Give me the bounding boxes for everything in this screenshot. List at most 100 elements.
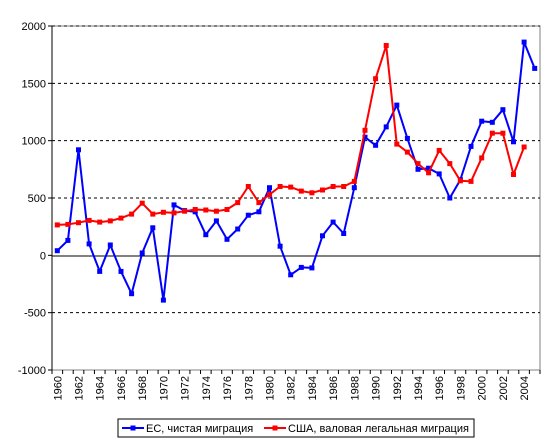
legend: ЕС, чистая миграция США, валовая легальн… — [117, 418, 475, 438]
x-tick-labels: 1960 1962 1964 1966 1968 1970 1972 1974 1976 1978… — [51, 370, 541, 400]
data-point — [235, 200, 241, 206]
data-point — [500, 107, 506, 113]
legend-label-eu: ЕС, чистая миграция — [146, 423, 253, 435]
data-point — [86, 241, 92, 247]
data-point — [160, 297, 166, 303]
y-tick-label: 2000 — [22, 21, 46, 33]
data-point — [436, 147, 442, 153]
x-tick-label: 1992 — [392, 376, 404, 400]
data-point — [320, 187, 325, 193]
data-point — [394, 102, 400, 108]
data-point — [288, 184, 294, 190]
data-point — [267, 185, 272, 191]
data-point — [394, 141, 400, 147]
data-point — [404, 135, 410, 141]
x-tick-label: 1978 — [243, 376, 255, 400]
data-point — [129, 291, 135, 297]
data-point — [97, 268, 103, 274]
data-point — [277, 184, 283, 189]
data-point — [65, 237, 71, 243]
data-point — [479, 155, 485, 161]
x-tick-label: 1980 — [264, 376, 276, 400]
data-point — [532, 65, 538, 71]
data-point — [256, 200, 262, 206]
data-point — [107, 242, 113, 248]
data-point — [447, 195, 453, 201]
series-line-0 — [56, 41, 536, 302]
x-tick-label: 2000 — [477, 376, 489, 400]
data-point — [298, 264, 304, 270]
data-point — [182, 208, 188, 214]
data-point — [288, 272, 294, 278]
data-point — [468, 143, 474, 149]
data-point — [267, 192, 272, 198]
data-point — [383, 43, 389, 48]
legend-label-us: США, валовая легальная миграция — [288, 423, 469, 435]
data-point — [330, 184, 336, 189]
data-point — [341, 231, 347, 236]
data-point — [224, 207, 230, 212]
data-point — [415, 161, 421, 167]
x-tick-label: 1970 — [158, 376, 170, 400]
data-point — [489, 119, 495, 125]
x-tick-label: 1994 — [413, 376, 425, 400]
y-tick-label: -500 — [24, 308, 46, 320]
data-point — [224, 236, 230, 242]
data-point — [277, 243, 283, 249]
data-point — [415, 166, 421, 172]
data-point — [521, 39, 527, 45]
data-point — [203, 207, 209, 213]
data-point — [500, 130, 506, 136]
data-point — [118, 268, 124, 274]
data-point — [107, 218, 113, 224]
data-point — [171, 210, 177, 216]
data-point — [511, 172, 516, 177]
data-point — [97, 219, 103, 225]
data-point — [362, 127, 368, 133]
data-point — [65, 221, 71, 227]
data-point — [213, 208, 219, 214]
x-tick-label: 1984 — [307, 376, 319, 400]
data-point — [404, 149, 410, 155]
x-tick-label: 1972 — [180, 376, 192, 400]
data-point — [511, 139, 516, 145]
legend-marker-eu — [130, 425, 136, 431]
data-point — [447, 161, 453, 167]
data-point — [330, 219, 336, 225]
data-point — [139, 200, 145, 206]
x-tick-label: 2004 — [519, 376, 531, 400]
data-point — [76, 220, 81, 226]
data-point — [489, 130, 495, 136]
y-tick-label: -1000 — [18, 365, 46, 377]
data-point — [298, 188, 304, 194]
data-point — [171, 202, 177, 208]
data-point — [521, 144, 527, 150]
data-point — [256, 209, 262, 215]
x-tick-label: 1986 — [328, 376, 340, 400]
legend-box — [117, 418, 475, 438]
x-tick-label: 1964 — [95, 376, 107, 400]
y-tick-label: 1500 — [22, 78, 46, 90]
data-point — [426, 170, 432, 176]
data-point — [192, 207, 198, 212]
x-tick-label: 1998 — [455, 376, 467, 400]
data-point — [468, 178, 474, 184]
data-point — [118, 215, 124, 221]
data-point — [150, 225, 156, 231]
data-point — [457, 178, 463, 184]
data-point — [479, 118, 485, 124]
x-tick-label: 1996 — [434, 376, 446, 400]
data-point — [213, 218, 219, 224]
y-tick-labels: 2000 1500 1000 500 0 -500 -1000 — [18, 21, 52, 377]
x-tick-label: 1982 — [286, 376, 298, 400]
data-point — [54, 248, 60, 254]
data-point — [309, 265, 315, 271]
data-point — [383, 124, 389, 130]
y-tick-label: 1000 — [22, 136, 46, 148]
data-point — [86, 217, 92, 223]
data-point — [351, 185, 357, 191]
data-point — [373, 76, 379, 82]
data-point — [341, 184, 347, 189]
series-lines — [54, 39, 538, 303]
